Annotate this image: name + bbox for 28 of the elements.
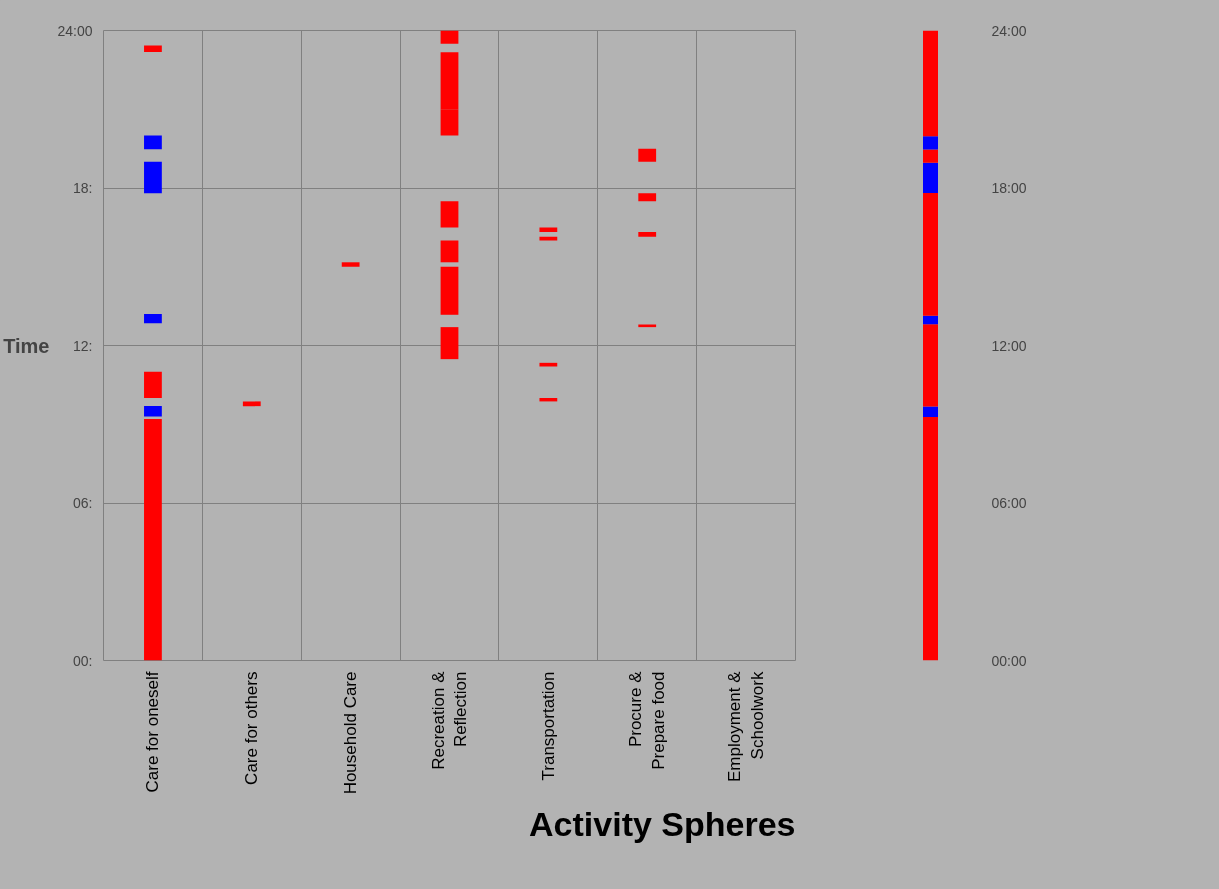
x-tick-label: Care for others	[242, 671, 262, 785]
x-tick-label: Transportation	[538, 671, 558, 781]
y-tick-label: 06:00	[991, 495, 1027, 511]
x-tick-label: Household Care	[341, 671, 361, 795]
bar	[923, 406, 938, 417]
x-tick-label: Care for oneself	[143, 671, 163, 793]
y-tick-label: 06:	[73, 495, 93, 511]
y-tick-label: 18:	[73, 180, 93, 196]
x-tick-label: Employment & Schoolwork	[725, 670, 767, 783]
y-tick-label: 24:00	[57, 22, 93, 39]
bar	[923, 192, 938, 316]
bar	[923, 149, 938, 163]
y-tick-label: 12:	[73, 337, 93, 354]
y-tick-label: 24:00	[991, 22, 1027, 39]
y-axis-title: Time	[3, 334, 50, 357]
y-tick-label: 18:00	[991, 180, 1027, 196]
bar	[923, 136, 938, 150]
bar	[923, 324, 938, 407]
y-tick-label: 12:00	[991, 337, 1027, 354]
text: Activity Spheres	[529, 804, 796, 843]
bar	[923, 315, 938, 325]
y-tick-label: 00:00	[991, 652, 1027, 669]
x-tick-label: Procure & Prepare food	[626, 670, 669, 770]
x-tick-label: Recreation & Reflection	[428, 670, 471, 770]
bar	[923, 416, 938, 661]
bar	[923, 162, 938, 193]
y-tick-label: 00:	[73, 652, 93, 669]
bar	[923, 30, 938, 137]
